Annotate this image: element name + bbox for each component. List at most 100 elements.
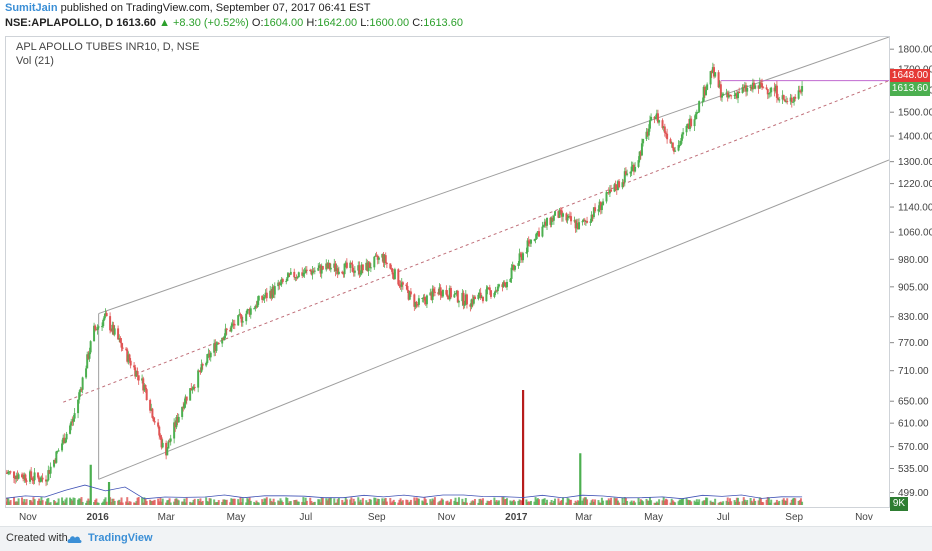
candle-body bbox=[717, 72, 720, 88]
candle-body bbox=[718, 84, 721, 88]
candle-body bbox=[256, 300, 259, 307]
candle-body bbox=[535, 232, 538, 239]
volume-bar bbox=[294, 500, 297, 505]
candle-body bbox=[749, 86, 752, 88]
symbol-label[interactable]: NSE:APLAPOLLO, D bbox=[5, 17, 114, 29]
volume-bar bbox=[462, 501, 465, 505]
price-tick-label: 499.00 bbox=[898, 488, 929, 499]
candle-body bbox=[120, 342, 123, 348]
volume-bar bbox=[240, 502, 243, 505]
candle-body bbox=[375, 255, 378, 257]
volume-bar bbox=[674, 502, 677, 505]
volume-bar bbox=[207, 501, 210, 505]
volume-bar bbox=[647, 500, 650, 505]
candle-body bbox=[528, 241, 531, 244]
series-legend[interactable]: APL APOLLO TUBES INR10, D, NSE bbox=[16, 41, 200, 53]
volume-bar bbox=[64, 499, 67, 505]
volume-bar bbox=[565, 502, 568, 505]
candle-body bbox=[245, 313, 248, 322]
time-axis[interactable]: Nov 2016 Mar May Jul Sep Nov 2017 Mar May Jul Sep No… bbox=[5, 508, 890, 526]
candle-body bbox=[621, 182, 624, 188]
chart-pane[interactable]: APL APOLLO TUBES INR10, D, NSE Vol (21) bbox=[5, 36, 890, 508]
volume-bar bbox=[502, 497, 505, 505]
candle-body bbox=[30, 471, 33, 478]
candle-body bbox=[310, 271, 313, 275]
candle-body bbox=[432, 288, 435, 292]
volume-bar bbox=[528, 501, 531, 505]
author-link[interactable]: SumitJain bbox=[5, 2, 58, 14]
volume-bar bbox=[104, 497, 107, 505]
volume-bar bbox=[125, 501, 128, 505]
candle-body bbox=[757, 85, 760, 89]
volume-bar bbox=[576, 500, 579, 505]
volume-bar bbox=[783, 500, 786, 505]
candle-body bbox=[366, 262, 369, 272]
candle-body bbox=[513, 265, 516, 270]
candle-body bbox=[229, 330, 232, 332]
candle-body bbox=[287, 273, 290, 278]
candle-body bbox=[719, 84, 722, 98]
volume-bar bbox=[753, 498, 756, 505]
candle-body bbox=[801, 86, 804, 92]
volume-bar bbox=[606, 500, 609, 505]
candle-body bbox=[440, 295, 443, 297]
candle-body bbox=[762, 87, 765, 89]
candle-body bbox=[598, 201, 601, 210]
volume-bar bbox=[217, 500, 220, 505]
candle-body bbox=[142, 378, 145, 391]
volume-bar bbox=[62, 500, 65, 505]
price-tick-label: 610.00 bbox=[898, 419, 929, 430]
close-value: 1613.60 bbox=[423, 17, 463, 29]
candle-body bbox=[352, 271, 355, 273]
volume-bar bbox=[725, 500, 728, 505]
candle-body bbox=[224, 328, 227, 336]
volume-bar bbox=[536, 498, 539, 505]
price-axis[interactable]: 1800.001700.001600.001500.001400.001300.… bbox=[890, 36, 932, 508]
volume-bar bbox=[281, 501, 284, 505]
volume-bar bbox=[168, 498, 171, 505]
volume-bar bbox=[382, 501, 385, 505]
volume-bar bbox=[785, 500, 788, 505]
volume-bar bbox=[517, 501, 520, 505]
candle-body bbox=[554, 211, 557, 216]
volume-bar bbox=[594, 499, 597, 505]
candle-body bbox=[197, 370, 200, 388]
price-chart[interactable] bbox=[5, 36, 890, 507]
candle-body bbox=[790, 97, 793, 103]
volume-bar bbox=[793, 497, 796, 505]
volume-bar bbox=[247, 499, 250, 505]
candle-body bbox=[277, 282, 280, 287]
candle-body bbox=[519, 253, 522, 255]
chart-header: SumitJain published on TradingView.com, … bbox=[0, 0, 932, 36]
volume-bar bbox=[96, 502, 99, 505]
candle-body bbox=[599, 201, 602, 211]
volume-bar bbox=[656, 502, 659, 505]
volume-bar bbox=[47, 498, 50, 505]
volume-bar bbox=[33, 499, 36, 505]
candle-body bbox=[225, 328, 228, 331]
volume-bar bbox=[241, 498, 244, 505]
candle-body bbox=[576, 222, 579, 230]
volume-bar bbox=[205, 497, 208, 505]
candle-body bbox=[31, 477, 34, 481]
candle-body bbox=[662, 126, 665, 128]
candle-body bbox=[47, 470, 50, 481]
tradingview-brand-link[interactable]: TradingView bbox=[88, 532, 153, 544]
volume-bar bbox=[280, 500, 283, 505]
candle-body bbox=[201, 364, 204, 366]
candle-body bbox=[173, 422, 176, 439]
volume-bar bbox=[169, 502, 172, 505]
candle-body bbox=[565, 213, 568, 221]
candle-body bbox=[397, 269, 400, 285]
volume-bar bbox=[447, 502, 450, 505]
candle-body bbox=[567, 215, 570, 218]
volume-bar bbox=[38, 498, 41, 505]
candle-body bbox=[54, 459, 57, 463]
volume-bar bbox=[642, 501, 645, 505]
candle-body bbox=[103, 316, 106, 320]
price-tick-label: 1300.00 bbox=[898, 157, 932, 168]
candle-body bbox=[213, 343, 216, 353]
candle-body bbox=[326, 263, 329, 269]
volume-legend[interactable]: Vol (21) bbox=[16, 55, 54, 67]
volume-bar bbox=[437, 502, 440, 505]
